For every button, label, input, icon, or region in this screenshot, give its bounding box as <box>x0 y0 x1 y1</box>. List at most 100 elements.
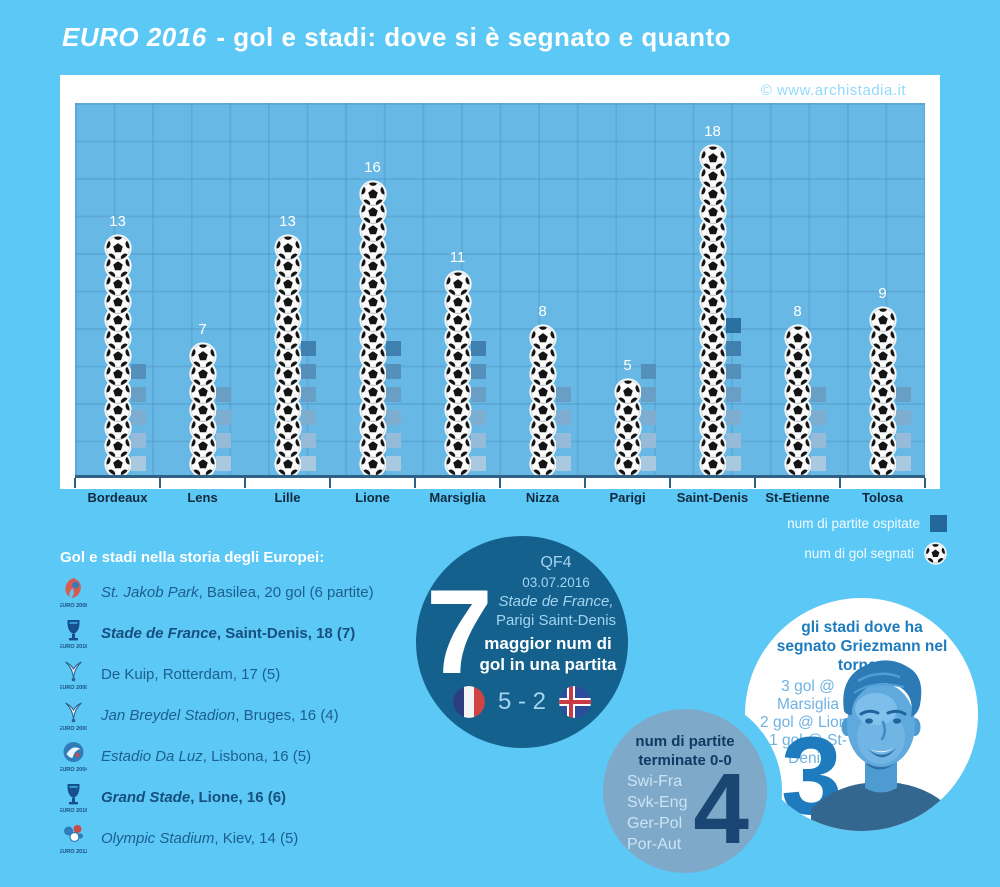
goals-value-label: 11 <box>449 249 466 266</box>
history-item-text: Stade de France, Saint-Denis, 18 (7) <box>101 625 356 642</box>
hosted-match-square <box>470 340 486 356</box>
history-item-text: Estadio Da Luz, Lisbona, 16 (5) <box>101 748 312 765</box>
record-caption: maggior num di gol in una partita <box>479 634 617 674</box>
match-venue: Stade de France, <box>498 593 614 610</box>
hosted-match-square <box>300 409 316 425</box>
goal-ball-icon <box>359 180 387 208</box>
hosted-match-square <box>300 363 316 379</box>
hosted-match-square <box>725 432 741 448</box>
history-list-item: EURO 2016 Grand Stade, Lione, 16 (6) <box>59 777 420 818</box>
goal-ball-icon <box>189 342 217 370</box>
axis-tick <box>669 478 671 488</box>
hosted-match-square <box>385 386 401 402</box>
goals-value-label: 8 <box>538 303 547 320</box>
france-flag-icon <box>452 686 485 718</box>
hosted-match-square <box>810 386 826 402</box>
svg-text:EURO 2000: EURO 2000 <box>60 685 87 691</box>
legend-matches-label: num di partite ospitate <box>787 515 920 531</box>
category-label: Saint-Denis <box>676 490 749 505</box>
hosted-match-square <box>130 409 146 425</box>
hosted-match-square <box>130 455 146 471</box>
hosted-match-square <box>215 432 231 448</box>
hosted-match-square <box>470 432 486 448</box>
history-item-text: St. Jakob Park, Basilea, 20 gol (6 parti… <box>101 584 374 601</box>
draws-match-list: Swi-Fra Svk-Eng Ger-Pol Por-Aut <box>627 771 687 855</box>
hosted-match-square <box>300 340 316 356</box>
legend-goals: num di gol segnati <box>787 540 947 566</box>
euro-2016-logo-icon: EURO 2016 <box>59 781 88 815</box>
griezmann-circle: gli stadi dove ha segnato Griezmann nel … <box>745 598 978 831</box>
page-title-rest: - gol e stadi: dove si è segnato e quant… <box>208 22 731 52</box>
legend-goals-label: num di gol segnati <box>804 545 914 561</box>
griezmann-stadium-item: 2 gol @ Lione <box>760 714 856 731</box>
axis-tick <box>244 478 246 488</box>
goals-value-label: 13 <box>109 213 126 230</box>
chart-card: © www.archistadia.it 13 7 13 16 11 8 5 18 8 9 <box>60 75 940 489</box>
match-city: Parigi Saint-Denis <box>495 612 617 629</box>
hosted-match-square <box>810 409 826 425</box>
hosted-match-square <box>725 455 741 471</box>
match-date: 03.07.2016 <box>522 575 590 590</box>
hosted-match-square <box>385 363 401 379</box>
griezmann-stadium-list: 3 gol @ Marsiglia 2 gol @ Lione 1 gol @ St… <box>751 678 865 768</box>
category-label: Marsiglia <box>429 490 486 505</box>
goals-value-label: 7 <box>198 321 207 338</box>
hosted-match-square <box>555 386 571 402</box>
axis-tick <box>159 478 161 488</box>
hosted-match-square <box>385 432 401 448</box>
goals-value-label: 9 <box>878 285 887 302</box>
svg-text:EURO 2004: EURO 2004 <box>60 767 87 773</box>
history-list-item: EURO 2000 De Kuip, Rotterdam, 17 (5) <box>59 654 420 695</box>
hosted-match-square <box>470 386 486 402</box>
goals-value-label: 13 <box>279 213 296 230</box>
draws-title: num di partite terminate 0-0 <box>635 733 735 769</box>
history-list-item: EURO 2000 Jan Breydel Stadion, Bruges, 16… <box>59 695 420 736</box>
goals-value-label: 5 <box>623 357 632 374</box>
hosted-match-square <box>215 455 231 471</box>
griezmann-portrait <box>811 660 951 831</box>
hosted-match-square <box>130 363 146 379</box>
euro-2000-logo-icon: EURO 2000 <box>59 658 88 692</box>
hosted-match-square <box>215 386 231 402</box>
hosted-match-square <box>810 432 826 448</box>
hosted-match-square <box>725 317 741 333</box>
draw-match: Swi-Fra <box>627 773 683 790</box>
hosted-match-square <box>895 386 911 402</box>
history-item-text: Grand Stade, Lione, 16 (6) <box>101 789 287 806</box>
hosted-match-square <box>725 386 741 402</box>
soccer-ball-icon <box>924 542 947 565</box>
axis-tick <box>754 478 756 488</box>
hosted-match-square <box>130 432 146 448</box>
category-label: Parigi <box>609 490 646 505</box>
euro-2016-logo-icon: EURO 2016 <box>59 617 88 651</box>
hosted-match-square <box>895 455 911 471</box>
hosted-match-square <box>895 432 911 448</box>
goals-value-label: 18 <box>704 123 721 140</box>
hosted-match-square <box>300 432 316 448</box>
match-round: QF4 <box>540 554 572 571</box>
hosted-match-square <box>640 363 656 379</box>
hosted-match-square <box>555 455 571 471</box>
goal-ball-icon <box>699 144 727 172</box>
legend-matches: num di partite ospitate <box>787 510 947 536</box>
history-item-text: Jan Breydel Stadion, Bruges, 16 (4) <box>101 707 339 724</box>
axis-tick <box>584 478 586 488</box>
goal-ball-icon <box>274 234 302 262</box>
hosted-match-square <box>300 455 316 471</box>
category-label: Bordeaux <box>87 490 148 505</box>
axis-tick <box>924 478 926 488</box>
svg-text:EURO 2012: EURO 2012 <box>60 849 87 855</box>
iceland-flag-icon <box>559 686 592 718</box>
history-item-text: De Kuip, Rotterdam, 17 (5) <box>101 666 281 683</box>
record-big-number: 7 <box>426 565 493 699</box>
record-match-info: QF4 03.07.2016 Stade de France, Parigi S… <box>488 552 624 630</box>
griezmann-stadium-item: 3 gol @ Marsiglia <box>776 678 839 713</box>
chart-legend: num di partite ospitate num di gol segna… <box>787 510 947 570</box>
draw-match: Por-Aut <box>627 836 682 853</box>
hosted-match-square <box>555 432 571 448</box>
category-axis: Bordeaux Lens Lille Lione Marsiglia Nizza Pari… <box>75 490 925 505</box>
goal-ball-icon <box>614 378 642 406</box>
hosted-match-square <box>640 409 656 425</box>
watermark: © www.archistadia.it <box>760 82 906 99</box>
goals-value-label: 16 <box>364 159 381 176</box>
